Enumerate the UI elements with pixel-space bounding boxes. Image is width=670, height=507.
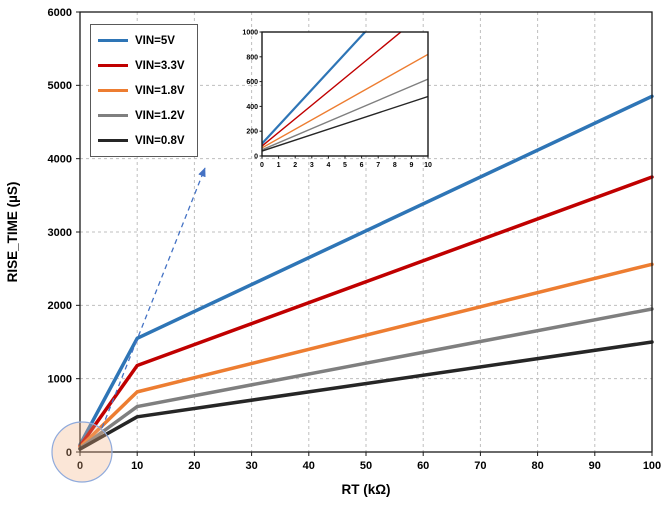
- series-line-VIN=5V: [78, 94, 654, 447]
- y-tick-label: 4000: [48, 154, 72, 166]
- y-tick-label: 0: [254, 153, 258, 160]
- y-tick-label: 600: [246, 79, 258, 86]
- series-line-VIN=0.8V: [262, 95, 428, 152]
- legend-label: VIN=5V: [135, 34, 175, 47]
- legend-item: VIN=5V: [98, 30, 185, 51]
- x-tick-label: 8: [393, 162, 397, 169]
- x-tick-label: 2: [293, 162, 297, 169]
- x-tick-label: 7: [376, 162, 380, 169]
- y-tick-label: 200: [246, 129, 258, 136]
- y-tick-label: 5000: [48, 80, 72, 92]
- legend-label: VIN=0.8V: [135, 134, 185, 147]
- legend-line-swatch: [98, 63, 128, 68]
- legend: VIN=5V VIN=3.3V VIN=1.8V VIN=1.2V VIN=0.8V: [90, 24, 198, 157]
- legend-label: VIN=3.3V: [135, 59, 185, 72]
- legend-item: VIN=1.8V: [98, 80, 185, 101]
- x-tick-label: 80: [531, 460, 543, 472]
- series-line-VIN=3.3V: [78, 175, 654, 448]
- series-line-VIN=1.8V: [262, 53, 428, 149]
- series-line-VIN=1.8V: [78, 262, 654, 449]
- x-tick-label: 10: [131, 460, 143, 472]
- x-tick-label: 50: [360, 460, 372, 472]
- x-tick-label: 90: [589, 460, 601, 472]
- legend-item: VIN=1.2V: [98, 105, 185, 126]
- legend-line-swatch: [98, 38, 128, 43]
- y-axis-title: RISE_TIME (µS): [5, 182, 20, 283]
- y-tick-label: 1000: [242, 29, 258, 36]
- legend-line-swatch: [98, 88, 128, 93]
- x-tick-label: 1: [277, 162, 281, 169]
- zoom-arrow: [101, 167, 206, 429]
- x-tick-label: 10: [424, 162, 432, 169]
- series-line-VIN=1.2V: [78, 307, 654, 451]
- legend-line-swatch: [98, 113, 128, 118]
- x-tick-label: 60: [417, 460, 429, 472]
- x-tick-label: 4: [326, 162, 330, 169]
- x-tick-label: 0: [77, 460, 83, 472]
- legend-line-swatch: [98, 138, 128, 143]
- y-tick-label: 1000: [48, 374, 72, 386]
- origin-highlight-circle: [51, 421, 113, 483]
- x-tick-label: 40: [303, 460, 315, 472]
- x-tick-label: 3: [310, 162, 314, 169]
- x-tick-label: 5: [343, 162, 347, 169]
- x-tick-label: 20: [188, 460, 200, 472]
- x-axis-title: RT (kΩ): [341, 482, 390, 497]
- y-tick-label: 3000: [48, 227, 72, 239]
- y-tick-label: 2000: [48, 300, 72, 312]
- inset-plot: 0 1 2 3 4 5 6 7 8 9 10 0 200 400 600 800 1000: [242, 29, 432, 169]
- y-tick-label: 800: [246, 54, 258, 61]
- series-line-VIN=0.8V: [78, 340, 654, 451]
- y-tick-label: 400: [246, 104, 258, 111]
- x-tick-label: 30: [245, 460, 257, 472]
- x-tick-label: 100: [643, 460, 661, 472]
- x-tick-label: 0: [260, 162, 264, 169]
- series-line-VIN=1.2V: [262, 78, 428, 151]
- legend-label: VIN=1.8V: [135, 84, 185, 97]
- y-tick-label: 6000: [48, 7, 72, 19]
- legend-item: VIN=3.3V: [98, 55, 185, 76]
- y-tick-label: 0: [66, 447, 72, 459]
- x-tick-label: 70: [474, 460, 486, 472]
- x-tick-label: 9: [409, 162, 413, 169]
- legend-item: VIN=0.8V: [98, 130, 185, 151]
- plot-area: [262, 32, 428, 156]
- legend-label: VIN=1.2V: [135, 109, 185, 122]
- series-line-VIN=5V: [262, 32, 367, 145]
- x-tick-label: 6: [360, 162, 364, 169]
